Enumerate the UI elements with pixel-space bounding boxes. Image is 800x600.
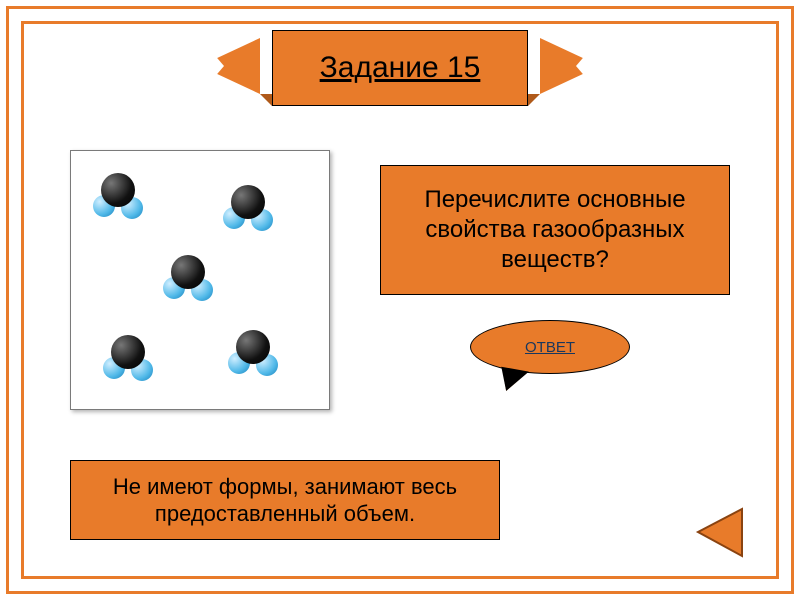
atom-dark-icon [236,330,270,364]
title-banner: Задание 15 [272,30,528,106]
atom-dark-icon [171,255,205,289]
ribbon-right-tail [540,38,600,94]
molecule-icon [91,169,151,219]
question-text: Перечислите основные свойства газообразн… [395,185,715,275]
ribbon-fold-right [528,94,540,106]
molecule-icon [226,326,286,376]
answer-box: Не имеют формы, занимают весь предоставл… [70,460,500,540]
title-ribbon: Задание 15 [230,30,570,110]
atom-dark-icon [101,173,135,207]
answer-link-oval[interactable]: ОТВЕТ [470,320,630,374]
answer-link-label[interactable]: ОТВЕТ [525,339,575,356]
atom-dark-icon [231,185,265,219]
nav-back-button[interactable] [690,505,750,560]
molecule-illustration [70,150,330,410]
title-text: Задание 15 [320,51,481,85]
ribbon-fold-left [260,94,272,106]
answer-link-bubble[interactable]: ОТВЕТ [470,320,630,380]
atom-dark-icon [111,335,145,369]
molecule-icon [221,181,281,231]
answer-text: Не имеют формы, занимают весь предоставл… [83,473,487,528]
ribbon-left-tail [200,38,260,94]
molecule-icon [161,251,221,301]
molecule-icon [101,331,161,381]
triangle-left-icon [690,505,750,560]
question-box: Перечислите основные свойства газообразн… [380,165,730,295]
speech-tail-icon [498,368,527,394]
